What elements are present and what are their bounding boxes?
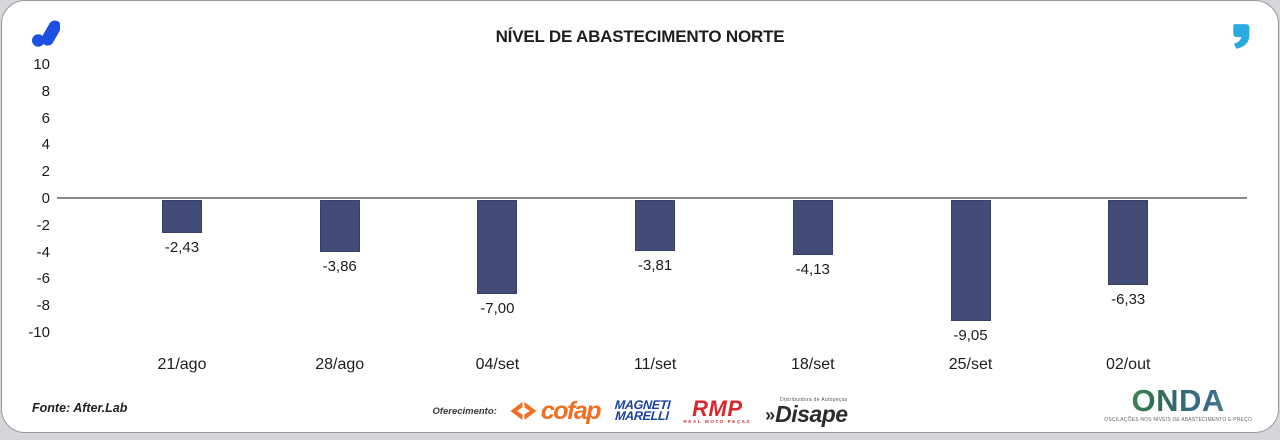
cofap-wordmark: cofap [540,396,602,425]
rmp-wordmark: RMP [692,395,743,421]
y-axis: 10 8 6 4 2 0 -2 -4 -6 -8 -10 [2,56,50,366]
onda-tagline: OSCILAÇÕES NOS NÍVEIS DE ABASTECIMENTO E… [1104,417,1252,423]
disape-tagline: Distribuidora de Autopeças [780,397,848,403]
bar [477,200,518,294]
cofap-logo: cofap [510,396,602,426]
bar [950,200,991,322]
y-tick-label: 0 [41,190,50,207]
disape-chevrons-icon: » [765,405,776,425]
plot-area: -2,43 21/ago -3,86 28/ago -7,00 04/set -3,81 11… [57,66,1247,386]
offering-label: Oferecimento: [432,405,497,417]
onda-logo: ONDA OSCILAÇÕES NOS NÍVEIS DE ABASTECIME… [1104,385,1252,423]
x-tick-label: 02/out [1105,356,1151,373]
bar [162,200,202,233]
source-note: Fonte: After.Lab [32,401,128,415]
onda-wordmark: ONDA [1104,385,1252,416]
y-tick-label: -4 [36,243,50,261]
zero-axis-line [57,197,1247,199]
rmp-logo: RMP REAL MOTO PEÇAS [683,395,752,424]
bar-value-label: -7,00 [480,299,515,317]
y-tick-label: -8 [36,297,50,315]
rmp-tagline: REAL MOTO PEÇAS [683,418,752,424]
y-tick-label: -6 [36,270,50,288]
x-tick-label: 25/set [948,356,993,373]
magneti-marelli-logo: MAGNETI MARELLI [613,398,671,423]
y-tick-label: 2 [41,163,50,181]
cofap-chevrons-icon [510,402,537,420]
bar-value-label: -4,13 [795,261,830,279]
magneti-line2: MARELLI [614,409,669,423]
quote-icon [1229,23,1250,55]
bar-value-label: -3,81 [637,257,673,275]
y-tick-label: 6 [41,109,50,127]
bar [792,200,833,256]
bar [635,200,676,252]
y-tick-label: -2 [36,216,50,234]
disape-logo: Distribuidora de Autopeças » Disape [765,397,848,427]
y-tick-label: 4 [41,136,50,154]
bar [1108,200,1149,285]
bar-value-label: -6,33 [1111,290,1146,308]
sponsors-row: Oferecimento: cofap MAGNETI MARELLI RMP … [432,389,848,433]
x-tick-label: 18/set [791,356,835,373]
x-tick-label: 21/ago [157,356,207,373]
page-title: NÍVEL DE ABASTECIMENTO NORTE [495,27,785,46]
bar-value-label: -2,43 [164,238,200,256]
x-tick-label: 11/set [633,356,677,373]
x-tick-label: 28/ago [315,356,365,373]
y-tick-label: 10 [33,56,50,73]
disape-wordmark: Disape [775,401,848,427]
y-tick-label: 8 [41,82,50,100]
x-tick-label: 04/set [475,356,520,373]
bar-value-label: -9,05 [953,327,988,345]
bar-value-label: -3,86 [322,257,357,275]
afterlab-logo-icon [32,19,62,52]
y-tick-label: -10 [28,324,50,341]
bar [319,200,360,252]
